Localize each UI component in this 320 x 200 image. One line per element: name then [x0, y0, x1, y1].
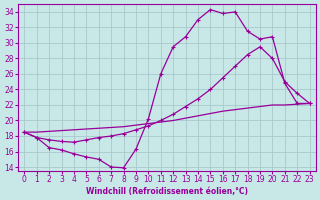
X-axis label: Windchill (Refroidissement éolien,°C): Windchill (Refroidissement éolien,°C): [86, 187, 248, 196]
